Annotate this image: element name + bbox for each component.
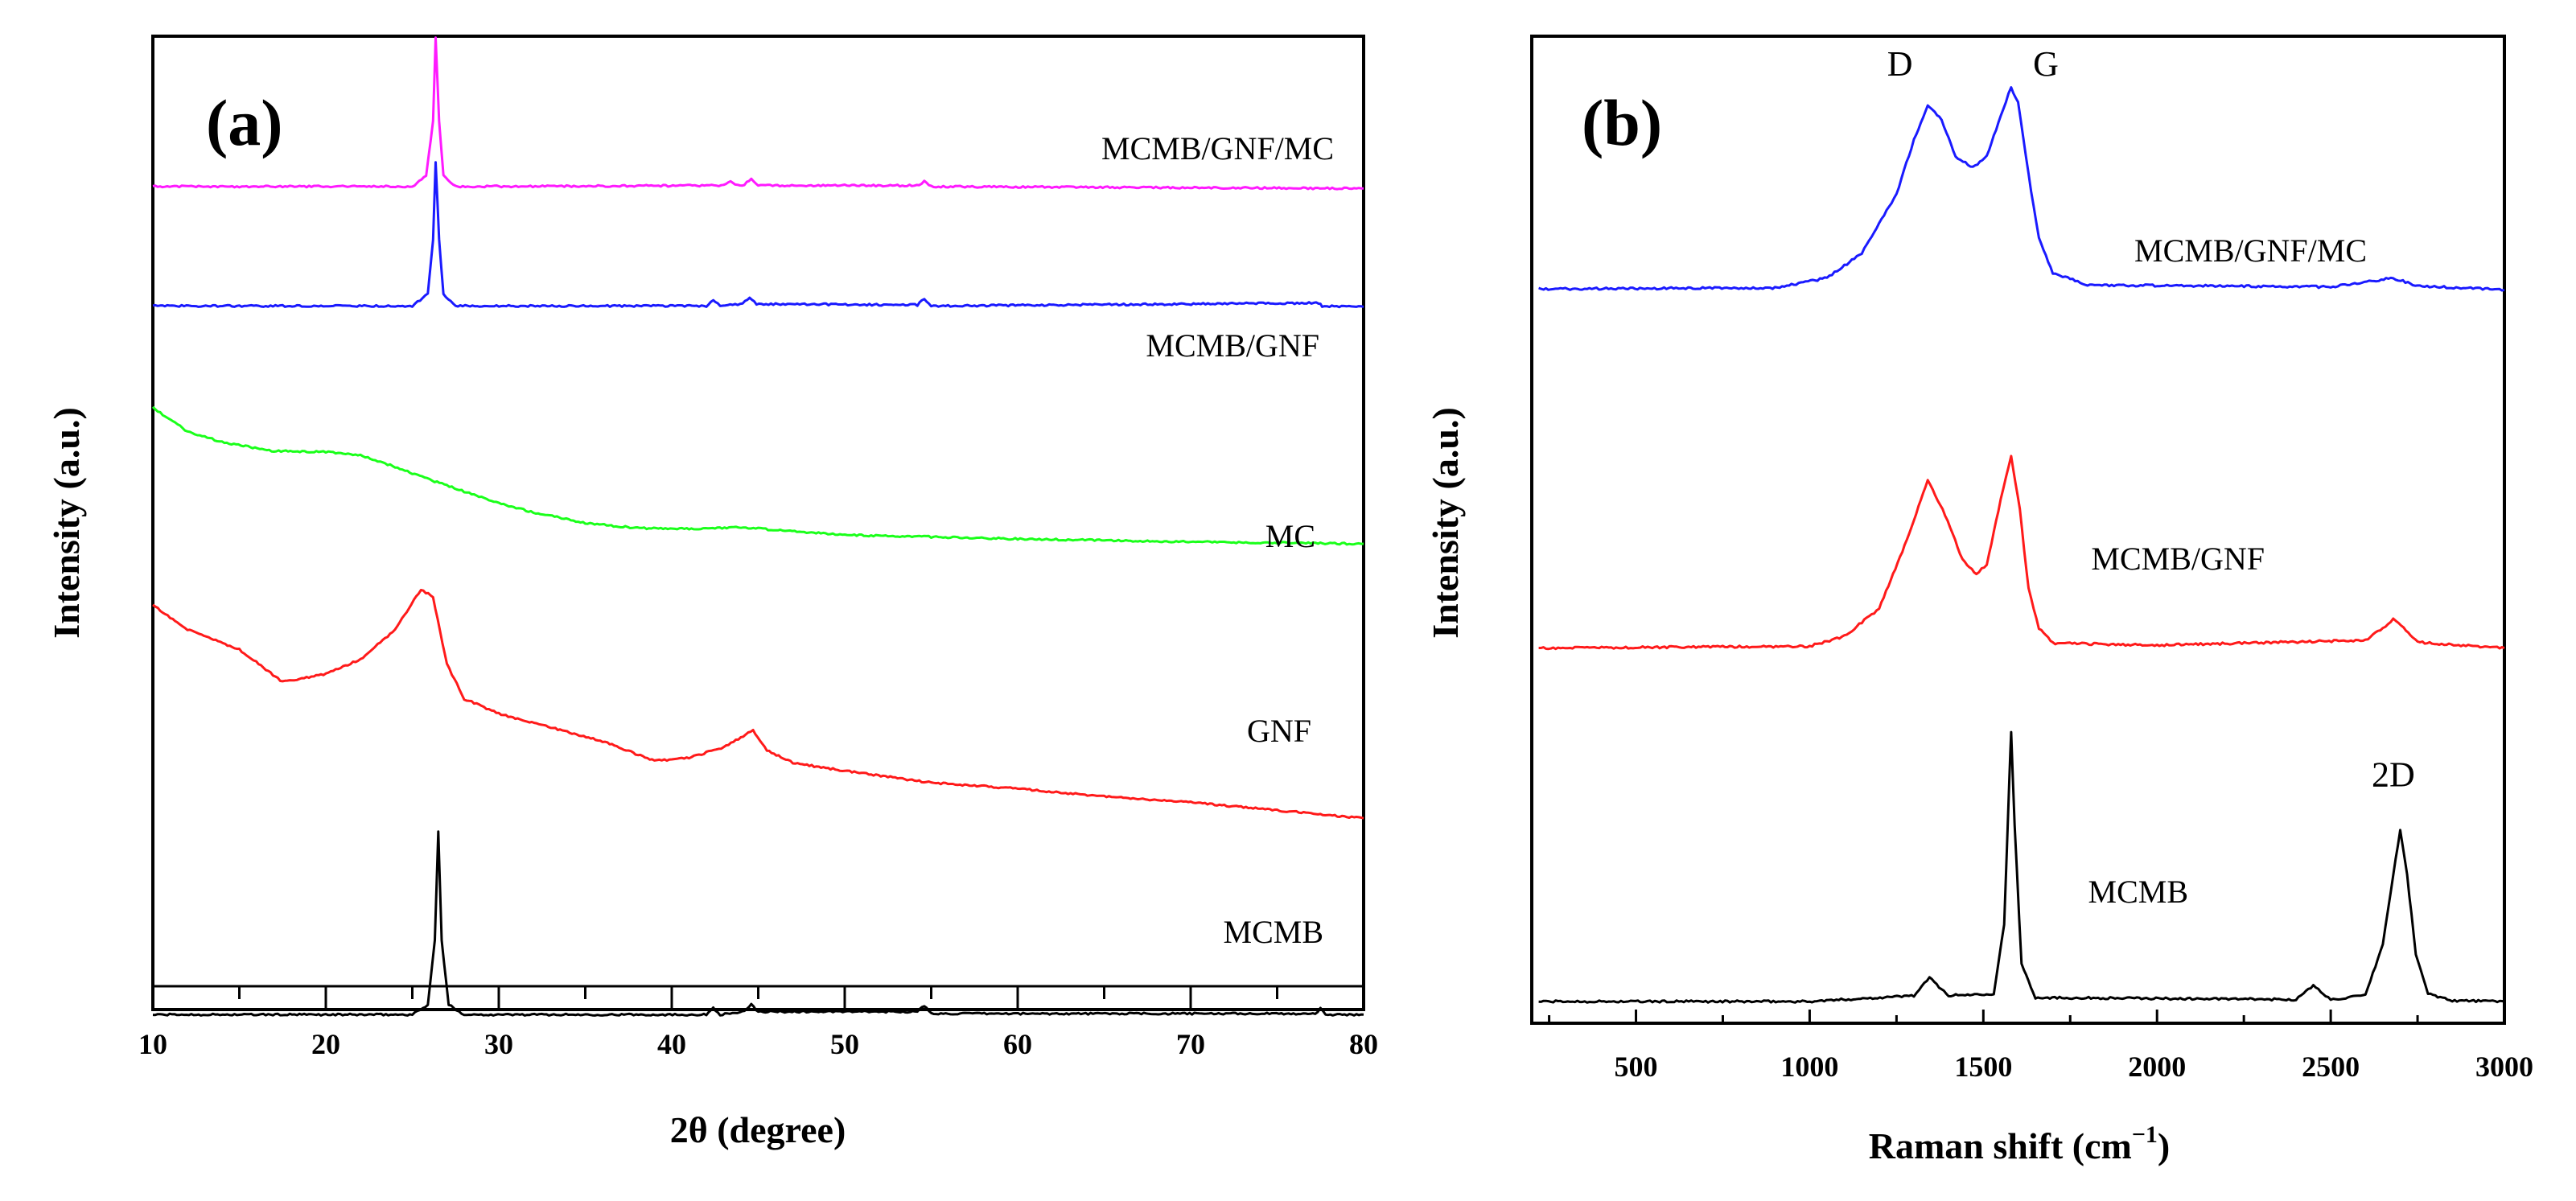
panel-a-label: (a) — [206, 86, 283, 159]
panel-b-label-mcmb: MCMB — [2088, 874, 2189, 910]
panel-a-trace-mcmb-gnf-mc — [152, 36, 1364, 191]
panel-a-x-tick-label-70: 70 — [1176, 1028, 1205, 1060]
panel-a-x-tick-label-80: 80 — [1349, 1028, 1378, 1060]
panel-b-x-axis-label-superscript: −1 — [2132, 1121, 2158, 1148]
panel-b-peak-label-g: G — [2033, 44, 2059, 84]
panel-b-x-tick-label-2000: 2000 — [2128, 1051, 2186, 1083]
panel-b-peak-label-d: D — [1887, 44, 1913, 84]
panel-b-x-tick-label-1000: 1000 — [1780, 1051, 1838, 1083]
panel-b-frame — [1530, 35, 2506, 1025]
panel-a-x-tick-label-30: 30 — [484, 1028, 513, 1060]
panel-b-x-axis-label-main: Raman shift (cm — [1869, 1125, 2132, 1166]
panel-b-label: (b) — [1582, 86, 1662, 159]
panel-b-x-tick-label-1500: 1500 — [1954, 1051, 2012, 1083]
panel-a-x-axis-label: 2θ (degree) — [670, 1109, 846, 1150]
panel-b-traces — [1538, 86, 2505, 1004]
panel-b-label-mcmb-gnf: MCMB/GNF — [2091, 541, 2265, 577]
panel-b-series-labels: MCMB MCMB/GNF MCMB/GNF/MC — [2088, 232, 2368, 910]
panel-a-x-tick-label-50: 50 — [830, 1028, 859, 1060]
panel-b-trace-mcmb-gnf — [1538, 454, 2505, 651]
panel-b-x-axis-label: Raman shift (cm−1) — [1869, 1121, 2171, 1166]
panel-a-traces — [151, 36, 1364, 1017]
panel-a-x-tick-label-10: 10 — [138, 1028, 167, 1060]
panel-a-y-axis-label: Intensity (a.u.) — [46, 407, 87, 639]
panel-a-x-tick-label-20: 20 — [311, 1028, 340, 1060]
panel-a-trace-gnf — [152, 589, 1364, 820]
panel-a-frame — [151, 35, 1365, 1011]
panel-a-x-tick-label-40: 40 — [657, 1028, 686, 1060]
panel-b-trace-mcmb-gnf-mc — [1538, 86, 2505, 292]
panel-a-trace-mcmb-gnf — [152, 161, 1364, 309]
panel-a-label-mcmb-gnf-mc: MCMB/GNF/MC — [1101, 130, 1334, 167]
panel-a-label-mcmb: MCMB — [1224, 914, 1324, 950]
panel-b-label-mcmb-gnf-mc: MCMB/GNF/MC — [2134, 232, 2367, 269]
panel-a-x-ticks: 10 20 30 40 50 60 70 80 — [138, 986, 1378, 1060]
panel-a-series-labels: MCMB GNF MC MCMB/GNF MCMB/GNF/MC — [1101, 130, 1334, 950]
panel-b-y-axis-label: Intensity (a.u.) — [1425, 407, 1466, 639]
panel-b-x-tick-label-500: 500 — [1615, 1051, 1658, 1083]
panel-a: 10 20 30 40 50 60 70 80 MCMB GNF MC MCMB/GNF MCMB/G… — [46, 35, 1378, 1150]
panel-b-peak-label-2d: 2D — [2372, 755, 2415, 795]
panel-b-x-ticks: 500 1000 1500 2000 2500 3000 — [1548, 1010, 2533, 1083]
panel-b-x-tick-label-3000: 3000 — [2475, 1051, 2533, 1083]
panel-b-x-axis-label-suffix: ) — [2158, 1125, 2170, 1166]
panel-b-x-tick-label-2500: 2500 — [2302, 1051, 2360, 1083]
panel-a-label-gnf: GNF — [1247, 713, 1311, 749]
panel-b-trace-mcmb — [1538, 730, 2505, 1004]
panel-b-peak-annotations: D G 2D — [1887, 44, 2415, 794]
panel-a-trace-mcmb — [152, 830, 1364, 1017]
panel-a-x-tick-label-60: 60 — [1003, 1028, 1032, 1060]
panel-a-label-mcmb-gnf: MCMB/GNF — [1146, 327, 1319, 364]
panel-a-trace-mc — [151, 405, 1364, 546]
panel-a-label-mc: MC — [1265, 518, 1315, 554]
panel-b: 500 1000 1500 2000 2500 3000 MCMBMCMB/GNFMCMB… — [1425, 35, 2533, 1166]
